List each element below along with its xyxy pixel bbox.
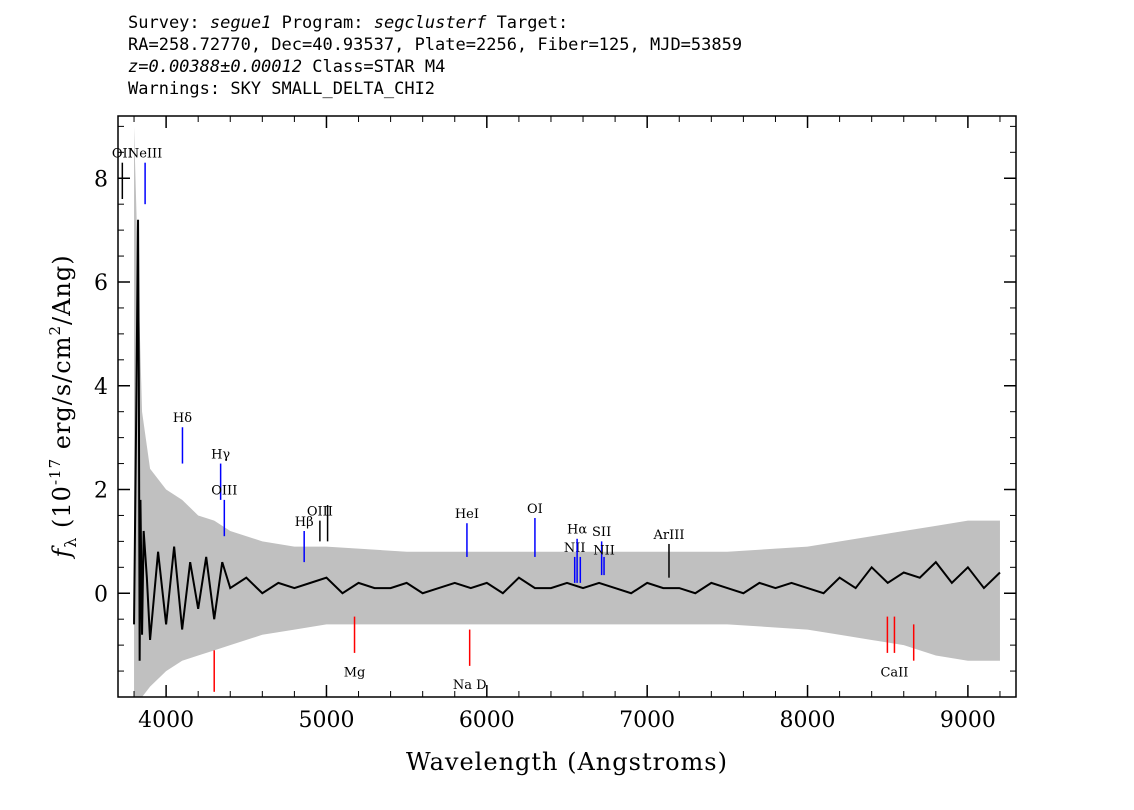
- tick-layer: 4000 5000 6000 7000 8000 9000 0 2 4 6 8: [94, 116, 1016, 733]
- spectrum-header: Survey: segue1 Program: segclusterf Targ…: [128, 12, 742, 100]
- x-axis-title: Wavelength (Angstroms): [406, 748, 728, 776]
- line-marker-label: CaII: [880, 665, 908, 680]
- line-marker-label: Na D: [453, 678, 487, 693]
- line-marker-label: ArIII: [652, 528, 684, 543]
- line-marker-label: NII: [564, 541, 586, 556]
- x-tick-label: 5000: [298, 708, 354, 733]
- header-line-4: Warnings: SKY SMALL_DELTA_CHI2: [128, 79, 436, 99]
- line-marker-label: Hα: [567, 523, 587, 538]
- line-marker-label: OI: [527, 502, 543, 517]
- line-marker-label: SII: [592, 525, 611, 540]
- line-marker-label: Hγ: [211, 447, 230, 462]
- line-marker-label: OIII: [211, 484, 237, 499]
- program-value: segclusterf: [373, 13, 487, 33]
- x-tick-label: 7000: [619, 708, 675, 733]
- x-tick-label: 8000: [780, 708, 836, 733]
- line-marker-label: NeIII: [128, 147, 162, 162]
- line-marker-label: HeI: [455, 507, 479, 522]
- error-band-layer: [134, 126, 1000, 697]
- y-tick-label: 6: [94, 271, 108, 296]
- x-tick-label: 4000: [138, 708, 194, 733]
- y-tick-label: 0: [94, 582, 108, 607]
- header-line-2: RA=258.72770, Dec=40.93537, Plate=2256, …: [128, 35, 743, 55]
- line-marker-label: OII: [112, 147, 133, 162]
- y-axis-title: fλ (10-17 erg/s/cm2/Ang): [46, 254, 80, 559]
- survey-label: Survey:: [128, 13, 200, 33]
- class-value: Class=STAR M4: [312, 57, 446, 77]
- target-label: Target:: [496, 13, 569, 33]
- y-tick-label: 8: [94, 167, 108, 192]
- program-label: Program:: [281, 13, 364, 33]
- line-marker-label: OIII: [307, 504, 333, 519]
- y-tick-label: 2: [94, 479, 108, 504]
- flux-layer: [133, 219, 1001, 661]
- line-marker-label: Hδ: [173, 411, 192, 426]
- x-tick-label: 9000: [940, 708, 996, 733]
- line-marker-label: Mg: [344, 665, 366, 680]
- x-tick-label: 6000: [459, 708, 515, 733]
- line-marker-label: NII: [593, 543, 615, 558]
- header-line-3: z=0.00388±0.00012 Class=STAR M4: [128, 56, 742, 78]
- flux-line: [133, 219, 1001, 661]
- plot-frame: [117, 115, 1017, 698]
- redshift-value: z=0.00388±0.00012: [128, 57, 302, 77]
- survey-value: segue1: [209, 13, 272, 33]
- error-band: [134, 126, 1000, 697]
- y-tick-label: 4: [94, 375, 108, 400]
- header-line-1: Survey: segue1 Program: segclusterf Targ…: [128, 12, 742, 34]
- line-marker-label: Hβ: [295, 515, 314, 530]
